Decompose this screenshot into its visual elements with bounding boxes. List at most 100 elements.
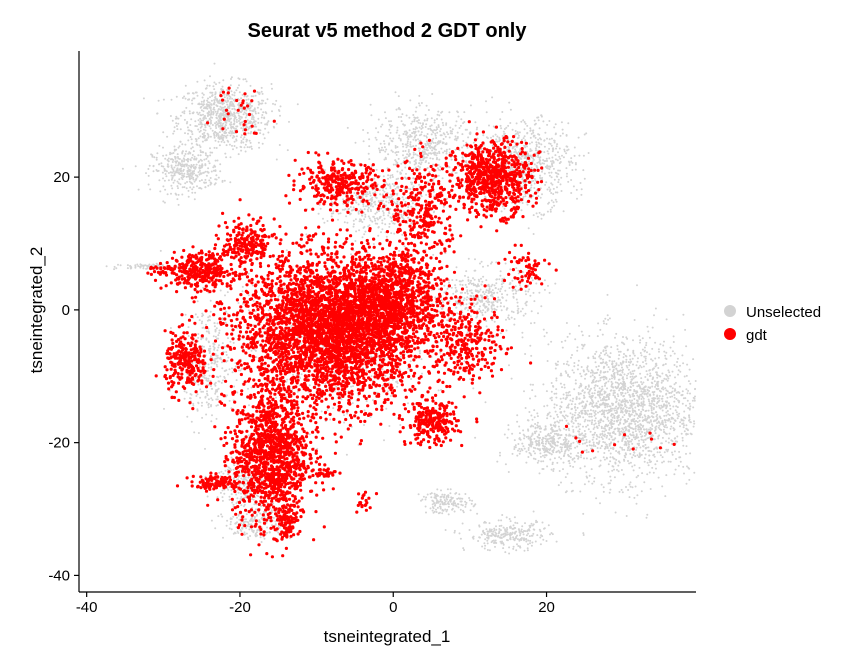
point-unselected bbox=[568, 459, 571, 462]
point-unselected bbox=[685, 445, 688, 448]
point-unselected bbox=[422, 123, 424, 126]
point-unselected bbox=[533, 187, 536, 189]
point-unselected bbox=[603, 452, 606, 454]
point-unselected bbox=[385, 134, 388, 137]
point-unselected bbox=[674, 376, 676, 379]
point-unselected bbox=[559, 429, 562, 432]
point-unselected bbox=[677, 464, 680, 467]
point-unselected bbox=[571, 400, 574, 403]
point-unselected bbox=[444, 135, 447, 138]
point-unselected bbox=[639, 352, 642, 354]
point-unselected bbox=[256, 91, 259, 93]
point-unselected bbox=[537, 459, 540, 462]
point-unselected bbox=[529, 148, 532, 151]
point-unselected bbox=[668, 402, 670, 405]
point-unselected bbox=[377, 131, 380, 134]
point-unselected bbox=[588, 444, 591, 447]
point-unselected bbox=[564, 398, 567, 401]
point-unselected bbox=[607, 409, 610, 412]
point-unselected bbox=[204, 129, 207, 132]
point-unselected bbox=[578, 414, 581, 417]
point-unselected bbox=[675, 391, 678, 394]
point-unselected bbox=[550, 390, 553, 393]
point-unselected bbox=[184, 143, 187, 146]
point-unselected bbox=[572, 435, 574, 438]
point-unselected bbox=[582, 154, 585, 157]
point-unselected bbox=[566, 415, 569, 418]
point-unselected bbox=[549, 533, 551, 536]
point-unselected bbox=[240, 146, 243, 149]
point-unselected bbox=[686, 392, 689, 395]
point-unselected bbox=[612, 430, 615, 433]
point-unselected bbox=[639, 372, 642, 375]
point-unselected bbox=[603, 371, 606, 374]
point-unselected bbox=[270, 83, 273, 85]
point-unselected bbox=[693, 399, 696, 402]
point-unselected bbox=[429, 157, 432, 160]
point-unselected bbox=[279, 105, 282, 108]
point-unselected bbox=[423, 150, 426, 153]
point-unselected bbox=[643, 481, 646, 484]
point-unselected bbox=[149, 188, 152, 191]
point-unselected bbox=[137, 188, 140, 191]
point-unselected bbox=[613, 420, 616, 423]
point-unselected bbox=[621, 416, 624, 419]
point-unselected bbox=[396, 146, 399, 148]
point-unselected bbox=[211, 95, 213, 97]
point-unselected bbox=[260, 90, 263, 93]
point-unselected bbox=[207, 104, 210, 106]
point-unselected bbox=[438, 114, 441, 117]
point-unselected bbox=[613, 476, 616, 479]
point-unselected bbox=[167, 165, 170, 168]
point-unselected bbox=[556, 175, 559, 178]
point-unselected bbox=[627, 387, 630, 389]
point-unselected bbox=[192, 176, 195, 179]
point-unselected bbox=[616, 381, 619, 384]
point-unselected bbox=[253, 120, 256, 123]
point-unselected bbox=[609, 410, 612, 413]
point-unselected bbox=[593, 372, 596, 375]
point-unselected bbox=[196, 94, 199, 97]
point-unselected bbox=[598, 387, 601, 390]
point-unselected bbox=[248, 146, 251, 149]
point-unselected bbox=[652, 391, 655, 394]
point-unselected bbox=[567, 364, 570, 367]
point-unselected bbox=[220, 107, 223, 110]
point-unselected bbox=[609, 488, 612, 491]
point-unselected bbox=[182, 168, 185, 171]
point-unselected bbox=[547, 442, 550, 445]
point-unselected bbox=[639, 413, 642, 416]
point-unselected bbox=[658, 424, 661, 427]
point-unselected bbox=[525, 450, 528, 453]
point-unselected bbox=[184, 84, 187, 87]
point-unselected bbox=[602, 349, 605, 352]
point-unselected bbox=[408, 152, 411, 155]
point-unselected bbox=[544, 442, 547, 445]
point-unselected bbox=[213, 62, 216, 65]
point-unselected bbox=[448, 111, 451, 114]
point-unselected bbox=[545, 440, 548, 443]
point-unselected bbox=[585, 373, 588, 375]
point-unselected bbox=[521, 442, 524, 445]
point-unselected bbox=[678, 401, 680, 404]
point-unselected bbox=[186, 126, 189, 129]
point-unselected bbox=[179, 169, 182, 172]
point-unselected bbox=[580, 456, 582, 459]
point-unselected bbox=[649, 488, 652, 490]
point-unselected bbox=[214, 182, 217, 185]
point-unselected bbox=[552, 201, 555, 204]
point-unselected bbox=[225, 144, 228, 147]
point-unselected bbox=[643, 428, 646, 431]
point-unselected bbox=[538, 211, 541, 214]
point-unselected bbox=[661, 409, 664, 412]
point-unselected bbox=[539, 177, 542, 180]
point-unselected bbox=[212, 166, 215, 169]
point-unselected bbox=[425, 144, 427, 147]
point-unselected bbox=[417, 119, 420, 122]
point-unselected bbox=[190, 118, 193, 121]
point-unselected bbox=[556, 186, 558, 189]
point-unselected bbox=[542, 538, 545, 541]
point-unselected bbox=[151, 155, 154, 158]
point-unselected bbox=[488, 549, 491, 552]
point-unselected bbox=[510, 377, 513, 380]
